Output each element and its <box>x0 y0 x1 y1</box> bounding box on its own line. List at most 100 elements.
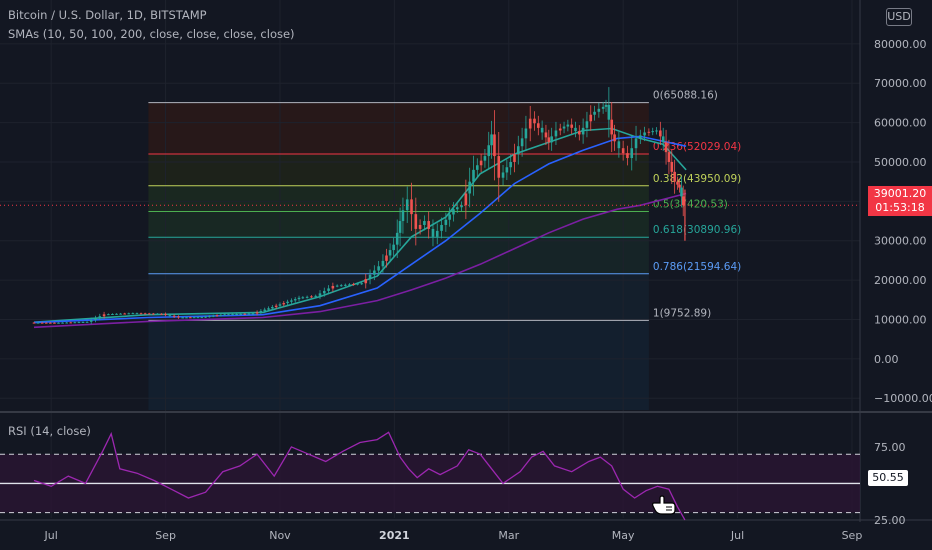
candle-body <box>388 250 392 256</box>
time-axis-tick-label: Mar <box>498 529 519 542</box>
candle-body <box>278 304 282 306</box>
candle-body <box>455 207 459 210</box>
candle-body <box>223 314 226 316</box>
candle-body <box>181 317 185 319</box>
candle-body <box>574 127 577 132</box>
last-price-tag: 39001.20 01:53:18 <box>868 186 932 216</box>
candle-body <box>263 309 267 311</box>
grid-layer <box>0 0 932 522</box>
rsi-legend[interactable]: RSI (14, close) <box>8 424 91 438</box>
candle-body <box>152 313 155 315</box>
candle-body <box>680 187 683 197</box>
candle-body <box>385 255 388 261</box>
candle-body <box>81 321 85 323</box>
candle-body <box>239 313 243 315</box>
candle-body <box>655 130 658 132</box>
price-axis-tick-label: 30000.00 <box>874 235 927 248</box>
fib-fill-layer <box>148 102 649 410</box>
candle-body <box>211 315 215 317</box>
candle-body <box>427 221 430 229</box>
candle-body <box>259 310 263 313</box>
candle-body <box>578 131 581 135</box>
candle-body <box>681 196 685 206</box>
symbol-title[interactable]: Bitcoin / U.S. Dollar, 1D, BITSTAMP <box>8 8 207 22</box>
candle-body <box>497 156 501 178</box>
price-series <box>0 87 860 325</box>
candle-body <box>293 299 297 301</box>
candle-body <box>392 244 395 251</box>
candle-body <box>643 132 646 136</box>
candle-body <box>435 230 439 237</box>
candle-body <box>381 260 385 267</box>
candle-body <box>290 300 293 302</box>
fib-level-label: 0.786(21594.64) <box>653 261 741 273</box>
candle-body <box>40 322 44 324</box>
candle-body <box>192 317 196 319</box>
candle-body <box>414 214 418 229</box>
candle-body <box>395 232 399 245</box>
candle-body <box>373 270 376 275</box>
candle-body <box>562 126 566 129</box>
candle-body <box>352 284 355 286</box>
candle-body <box>533 118 536 124</box>
sma-legend[interactable]: SMAs (10, 50, 100, 200, close, close, cl… <box>8 27 295 41</box>
candle-body <box>528 118 532 129</box>
time-axis-tick-label: May <box>612 529 635 542</box>
candle-body <box>558 128 562 131</box>
price-axis[interactable]: 80000.0070000.0060000.0050000.0040000.00… <box>874 38 932 527</box>
candle-body <box>267 308 270 310</box>
candle-body <box>73 322 77 324</box>
candle-body <box>509 161 512 168</box>
candle-body <box>368 274 372 280</box>
candle-body <box>143 313 147 315</box>
candle-body <box>664 142 668 153</box>
candle-body <box>227 314 230 316</box>
candle-body <box>139 313 143 315</box>
price-axis-tick-label: 70000.00 <box>874 77 927 90</box>
candle-body <box>601 106 605 109</box>
fib-level-label: 0.382(43950.09) <box>653 173 741 185</box>
candle-body <box>360 283 363 285</box>
candle-body <box>177 316 180 318</box>
fib-band-fill <box>148 237 649 274</box>
candle-body <box>69 322 73 324</box>
candle-body <box>472 169 475 182</box>
candle-body <box>231 314 234 316</box>
candle-body <box>53 322 56 324</box>
candle-body <box>516 146 520 155</box>
price-axis-tick-label: 10000.00 <box>874 313 927 326</box>
candle-body <box>301 297 305 299</box>
candle-body <box>431 228 435 237</box>
candle-body <box>335 285 339 287</box>
time-axis-tick-label: Sep <box>155 529 176 542</box>
candle-body <box>505 167 509 173</box>
candle-body <box>156 313 159 315</box>
candle-body <box>647 131 651 133</box>
candle-body <box>219 314 223 316</box>
candle-body <box>57 322 60 324</box>
candle-body <box>487 145 491 157</box>
candle-body <box>524 128 528 139</box>
candle-body <box>94 318 97 320</box>
candle-body <box>589 114 593 122</box>
candle-body <box>673 171 676 182</box>
fib-level-label: 0.5(37420.53) <box>653 199 728 211</box>
currency-badge[interactable]: USD <box>886 8 912 26</box>
candle-body <box>305 296 309 298</box>
candle-body <box>135 313 139 315</box>
candle-body <box>98 316 102 319</box>
candle-body <box>544 132 548 138</box>
fib-extension-fill <box>148 320 649 410</box>
candle-body <box>243 313 247 315</box>
candle-body <box>107 314 110 316</box>
candle-body <box>282 303 286 305</box>
candle-body <box>476 165 479 170</box>
candle-body <box>89 319 93 322</box>
fib-band-fill <box>148 185 649 212</box>
time-axis[interactable]: Jul Sep Nov 2021 Mar May Jul Sep <box>44 529 863 542</box>
candle-body <box>377 266 380 271</box>
time-axis-tick-label: Nov <box>269 529 291 542</box>
time-axis-tick-label: Jul <box>730 529 744 542</box>
candle-body <box>297 297 301 300</box>
